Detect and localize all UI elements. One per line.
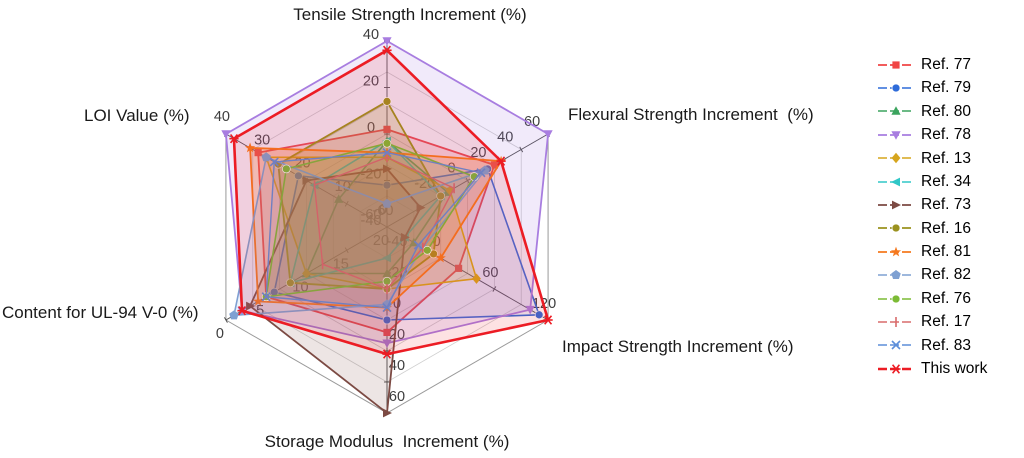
axis-title-tensile: Tensile Strength Increment (%) <box>293 5 527 24</box>
legend-item: Ref. 16 <box>878 217 987 240</box>
legend-label: Ref. 13 <box>921 149 971 167</box>
legend-item: Ref. 17 <box>878 310 987 333</box>
legend-label: Ref. 17 <box>921 313 971 331</box>
axis-title-impact: Impact Strength Increment (%) <box>562 337 794 356</box>
legend-marker-star-icon <box>878 246 914 258</box>
axis-tick <box>224 317 228 323</box>
legend-item: Ref. 77 <box>878 53 987 76</box>
axis-tick <box>465 177 470 184</box>
axis-tick-label: 30 <box>254 132 270 148</box>
axis-tick-label: 20 <box>470 145 486 161</box>
legend-marker-diamond-icon <box>878 152 914 164</box>
legend-marker-asterisk-icon <box>878 363 914 375</box>
axis-tick-label: 20 <box>373 233 389 249</box>
legend-item: Ref. 13 <box>878 147 987 170</box>
axis-tick-label: 20 <box>389 327 405 343</box>
legend-marker-triangle-right-icon <box>878 199 914 211</box>
legend-item: Ref. 83 <box>878 334 987 357</box>
axis-tick-label: 0 <box>216 326 224 342</box>
legend-marker-vbar-icon <box>878 316 914 328</box>
axis-tick <box>344 247 349 254</box>
legend-marker-circle-icon <box>878 82 914 94</box>
axis-title-ul94: Content for UL-94 V-0 (%) <box>2 303 199 322</box>
legend-label: Ref. 82 <box>921 266 971 284</box>
legend-marker-x-icon <box>878 339 914 351</box>
legend-item: Ref. 79 <box>878 76 987 99</box>
legend-label: Ref. 77 <box>921 55 971 73</box>
legend-label: Ref. 78 <box>921 126 971 144</box>
axis-tick-label: 5 <box>256 303 264 319</box>
legend-item: Ref. 34 <box>878 170 987 193</box>
axis-tick <box>492 286 497 292</box>
axis-tick-label: 0 <box>379 202 387 218</box>
axis-title-loi: LOI Value (%) <box>84 106 190 125</box>
legend-label: Ref. 83 <box>921 336 971 354</box>
axis-tick-label: 0 <box>393 296 401 312</box>
axis-tick-label: 40 <box>363 27 379 43</box>
axis-tick-label: 60 <box>524 114 540 130</box>
chart-legend: Ref. 77 Ref. 79 Ref. 80 Ref. 78 Ref. 13 Ref. … <box>878 53 987 380</box>
series-ref-82 <box>229 152 490 320</box>
axis-tick-label: 20 <box>363 74 379 90</box>
legend-marker-square-icon <box>878 59 914 71</box>
legend-marker-triangle-down-icon <box>878 129 914 141</box>
axis-tick-label: 40 <box>214 109 230 125</box>
legend-item: Ref. 78 <box>878 123 987 146</box>
legend-label: Ref. 81 <box>921 243 971 261</box>
legend-marker-circle-icon <box>878 293 914 305</box>
legend-label: Ref. 76 <box>921 289 971 307</box>
axis-tick-label: 40 <box>497 130 513 146</box>
axis-tick-label: 0 <box>433 234 441 250</box>
legend-label: This work <box>921 360 988 378</box>
legend-label: Ref. 79 <box>921 79 971 97</box>
legend-item: Ref. 81 <box>878 240 987 263</box>
legend-item: Ref. 82 <box>878 264 987 287</box>
legend-marker-pentagon-icon <box>878 269 914 281</box>
legend-item: Ref. 76 <box>878 287 987 310</box>
legend-label: Ref. 34 <box>921 172 971 190</box>
legend-item: Ref. 80 <box>878 100 987 123</box>
axis-tick-label: 60 <box>482 265 498 281</box>
series-ref-83 <box>261 148 486 313</box>
legend-marker-circle-icon <box>878 222 914 234</box>
axis-tick <box>344 200 349 207</box>
axis-title-storage: Storage Modulus Increment (%) <box>264 432 510 451</box>
legend-item: This work <box>878 357 987 380</box>
axis-tick-label: -60 <box>361 207 382 223</box>
legend-label: Ref. 80 <box>921 102 971 120</box>
axis-tick <box>519 146 524 153</box>
legend-marker-triangle-up-icon <box>878 105 914 117</box>
legend-marker-triangle-left-icon <box>878 176 914 188</box>
legend-label: Ref. 73 <box>921 196 971 214</box>
axis-tick-label: -40 <box>361 213 382 229</box>
axis-tick-label: 0 <box>367 120 375 136</box>
series-ref-17 <box>313 152 455 294</box>
legend-label: Ref. 16 <box>921 219 971 237</box>
axis-tick-label: 60 <box>389 389 405 405</box>
series-this-work <box>229 45 553 359</box>
legend-item: Ref. 73 <box>878 193 987 216</box>
axis-title-flexural: Flexural Strength Increment (%) <box>568 105 814 124</box>
